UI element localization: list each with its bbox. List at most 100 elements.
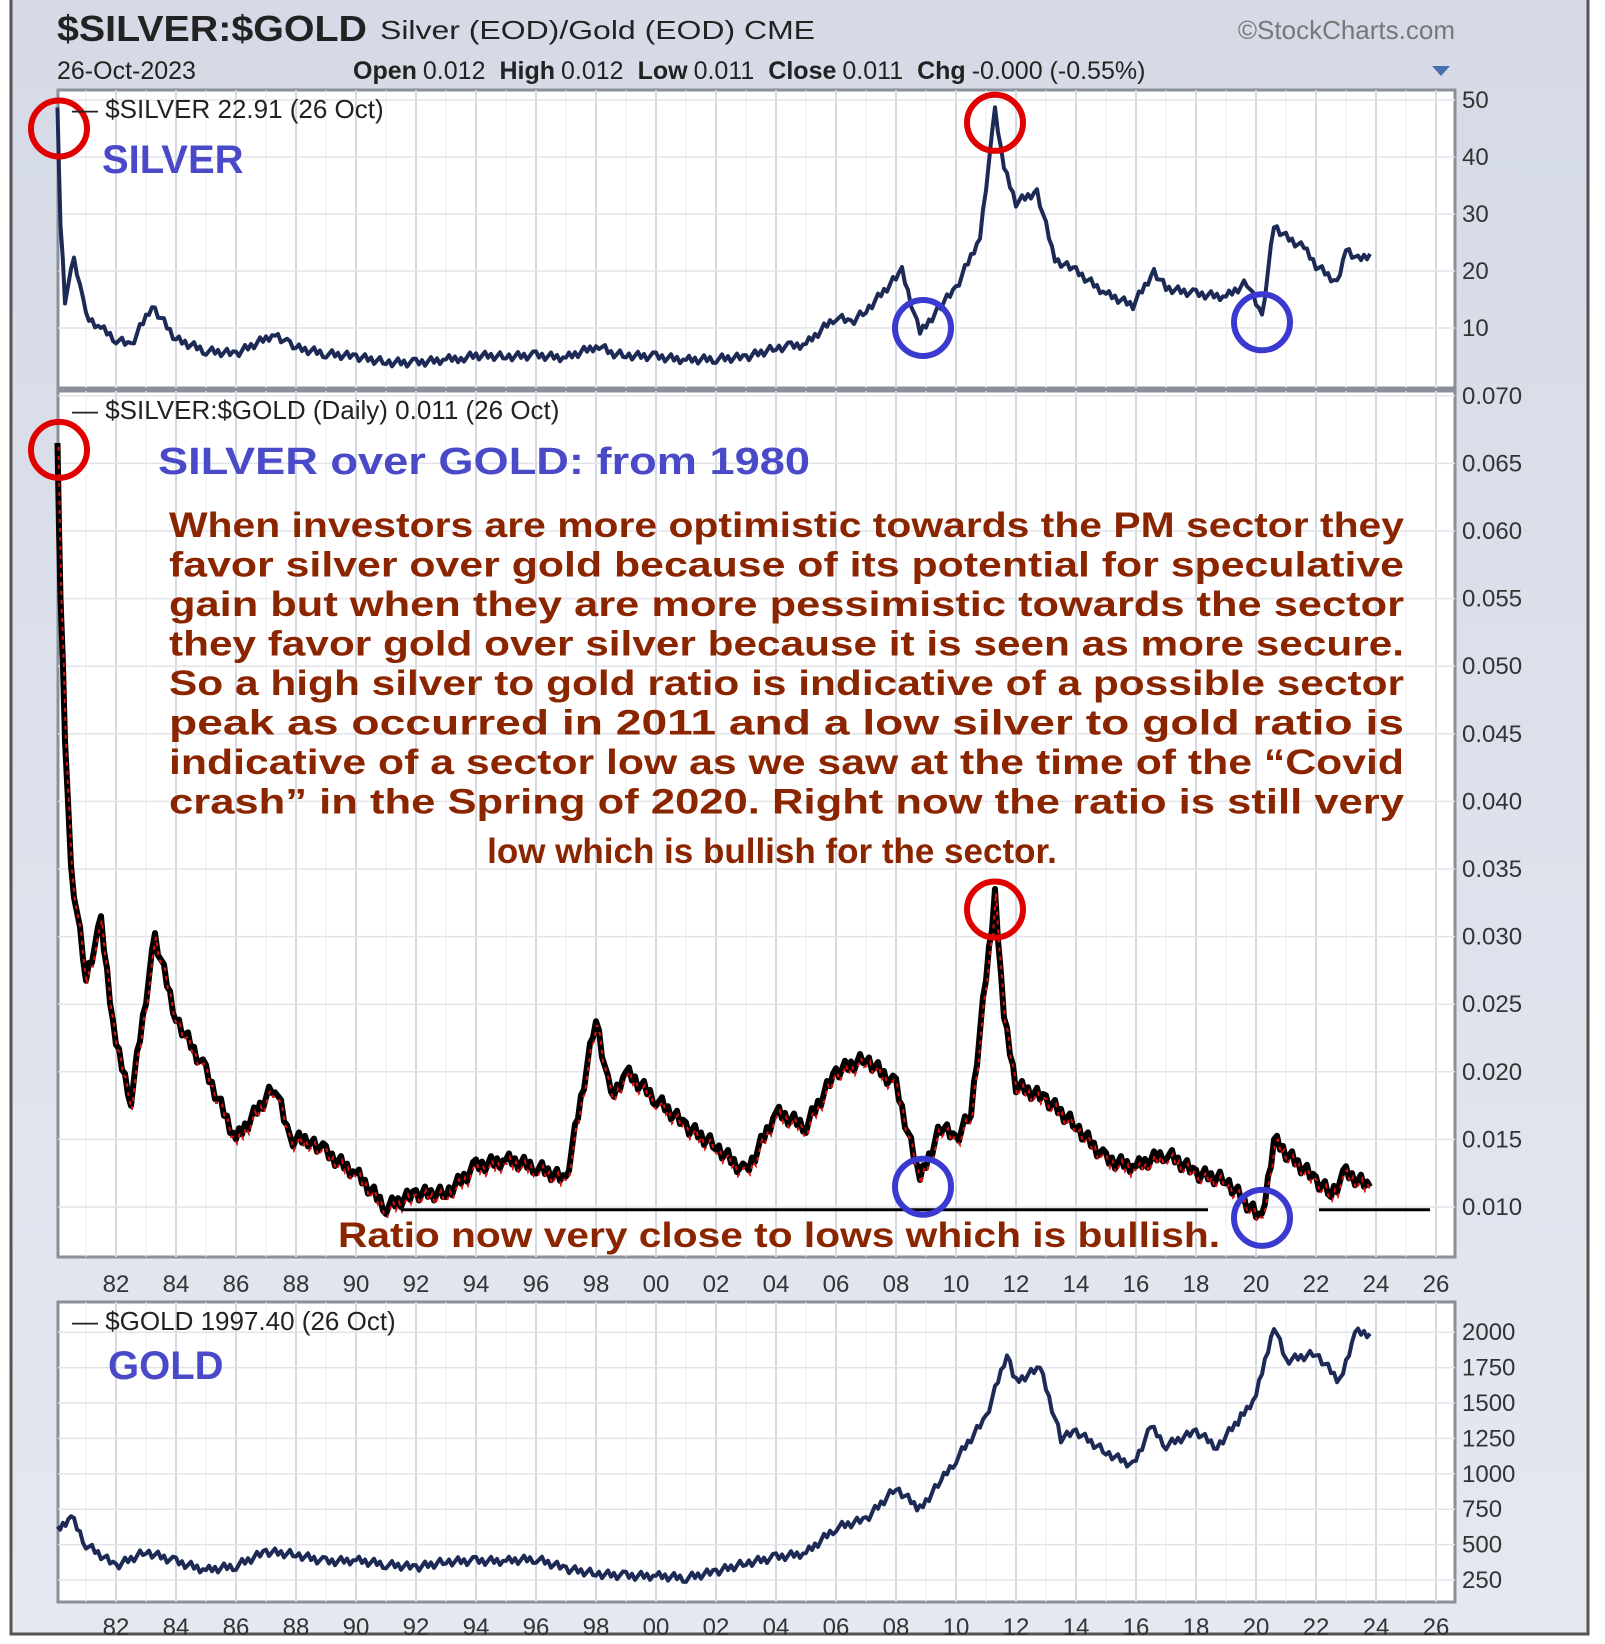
x-tick-label: 24 <box>1363 1614 1390 1641</box>
x-tick-label: 18 <box>1183 1614 1210 1641</box>
x-tick-label: 08 <box>883 1271 910 1298</box>
ohlc-row: Open 0.012 High 0.012 Low 0.011 Close 0.011 Chg -… <box>353 57 1145 85</box>
x-tick-label: 94 <box>463 1271 490 1298</box>
y-tick-label: 0.040 <box>1462 788 1522 815</box>
peak-circle-marker <box>964 91 1026 154</box>
symbol-title: $SILVER:$GOLD <box>57 8 367 49</box>
x-tick-label: 22 <box>1303 1271 1330 1298</box>
annotation-line: gain but when they are more pessimistic … <box>169 585 1404 624</box>
peak-circle-marker <box>28 418 90 481</box>
annotation-line: they favor gold over silver because it i… <box>169 625 1404 664</box>
x-tick-label: 98 <box>583 1271 610 1298</box>
open-label: Open <box>353 57 417 85</box>
x-tick-label: 26 <box>1423 1271 1450 1298</box>
x-tick-label: 12 <box>1003 1614 1030 1641</box>
x-tick-label: 20 <box>1243 1614 1270 1641</box>
x-tick-label: 10 <box>943 1614 970 1641</box>
low-circle-marker <box>892 297 954 359</box>
x-tick-label: 86 <box>223 1271 250 1298</box>
x-tick-label: 16 <box>1123 1271 1150 1298</box>
x-tick-label: 12 <box>1003 1271 1030 1298</box>
y-tick-label: 1750 <box>1462 1355 1515 1382</box>
x-tick-label: 20 <box>1243 1271 1270 1298</box>
x-tick-label: 22 <box>1303 1614 1330 1641</box>
ratio-series-overlay <box>57 446 1372 1224</box>
annotation-line: So a high silver to gold ratio is indica… <box>169 664 1404 703</box>
x-tick-label: 94 <box>463 1614 490 1641</box>
y-tick-label: 0.030 <box>1462 924 1522 951</box>
ratio-series-line <box>54 442 1373 1221</box>
peak-circle-marker <box>964 878 1026 941</box>
source-credit: ©StockCharts.com <box>1238 15 1455 45</box>
x-tick-label: 00 <box>643 1614 670 1641</box>
triangle-down-icon[interactable] <box>1432 66 1450 76</box>
y-tick-label: 10 <box>1462 315 1489 342</box>
silver-plot-area <box>56 88 1457 390</box>
x-tick-label: 84 <box>163 1271 190 1298</box>
low-value: 0.011 <box>694 57 755 85</box>
y-tick-label: 40 <box>1462 144 1489 171</box>
ratio-legend: — $SILVER:$GOLD (Daily) 0.011 (26 Oct) <box>72 395 559 425</box>
x-tick-label: 96 <box>523 1271 550 1298</box>
y-tick-label: 0.070 <box>1462 383 1522 410</box>
y-tick-label: 0.060 <box>1462 518 1522 545</box>
y-tick-label: 1250 <box>1462 1425 1515 1452</box>
silver-legend: — $SILVER 22.91 (26 Oct) <box>72 94 384 124</box>
y-tick-label: 1500 <box>1462 1390 1515 1417</box>
y-tick-label: 750 <box>1462 1496 1502 1523</box>
x-tick-label: 06 <box>823 1271 850 1298</box>
y-tick-label: 500 <box>1462 1532 1502 1559</box>
x-tick-label: 18 <box>1183 1271 1210 1298</box>
annotation-line: peak as occurred in 2011 and a low silve… <box>169 704 1404 743</box>
bottom-note: Ratio now very close to lows which is bu… <box>338 1216 1220 1255</box>
x-tick-label: 14 <box>1063 1614 1090 1641</box>
x-tick-label: 04 <box>763 1271 790 1298</box>
annotation-line: favor silver over gold because of its po… <box>169 546 1404 585</box>
silver-panel: 50 40 30 20 10 — $SILVER 22.91 (26 Oct) <box>28 87 1489 390</box>
open-value: 0.012 <box>423 57 486 85</box>
gold-panel-title: GOLD <box>108 1344 224 1388</box>
x-tick-label: 96 <box>523 1614 550 1641</box>
x-tick-label: 14 <box>1063 1271 1090 1298</box>
y-tick-label: 0.010 <box>1462 1194 1522 1221</box>
x-tick-label: 24 <box>1363 1271 1390 1298</box>
y-tick-label: 0.065 <box>1462 450 1522 477</box>
x-tick-label: 00 <box>643 1271 670 1298</box>
low-circle-marker <box>1231 291 1293 354</box>
y-tick-label: 0.045 <box>1462 721 1522 748</box>
gold-series-line <box>55 1326 1372 1584</box>
y-tick-label: 20 <box>1462 258 1489 285</box>
low-label: Low <box>638 57 689 85</box>
ratio-panel: 0.070 0.065 0.060 0.055 0.050 0.045 0.040 0.035… <box>28 383 1522 1298</box>
y-tick-label: 30 <box>1462 201 1489 228</box>
low-circle-marker <box>892 1155 954 1218</box>
x-tick-label: 08 <box>883 1614 910 1641</box>
ratio-panel-title: SILVER over GOLD: from 1980 <box>158 441 810 483</box>
y-tick-label: 0.025 <box>1462 991 1522 1018</box>
x-tick-label: 92 <box>403 1614 430 1641</box>
gold-legend: — $GOLD 1997.40 (26 Oct) <box>72 1306 396 1336</box>
annotation-paragraph: When investors are more optimistic towar… <box>169 506 1405 871</box>
silver-series-line <box>55 105 1372 369</box>
x-tick-label: 88 <box>283 1271 310 1298</box>
x-tick-label: 88 <box>283 1614 310 1641</box>
annotation-line: When investors are more optimistic towar… <box>169 506 1405 545</box>
x-tick-label: 82 <box>103 1271 130 1298</box>
x-tick-label: 82 <box>103 1614 130 1641</box>
y-tick-label: 0.055 <box>1462 586 1522 613</box>
x-tick-label: 10 <box>943 1271 970 1298</box>
x-tick-label: 04 <box>763 1614 790 1641</box>
x-tick-label: 02 <box>703 1271 730 1298</box>
annotation-line: low which is bullish for the sector. <box>487 832 1057 871</box>
symbol-description: Silver (EOD)/Gold (EOD) CME <box>380 15 815 45</box>
y-tick-label: 0.035 <box>1462 856 1522 883</box>
x-tick-label: 90 <box>343 1614 370 1641</box>
peak-circle-marker <box>28 97 90 160</box>
y-tick-label: 250 <box>1462 1567 1502 1594</box>
y-tick-label: 0.050 <box>1462 653 1522 680</box>
x-tick-label: 86 <box>223 1614 250 1641</box>
